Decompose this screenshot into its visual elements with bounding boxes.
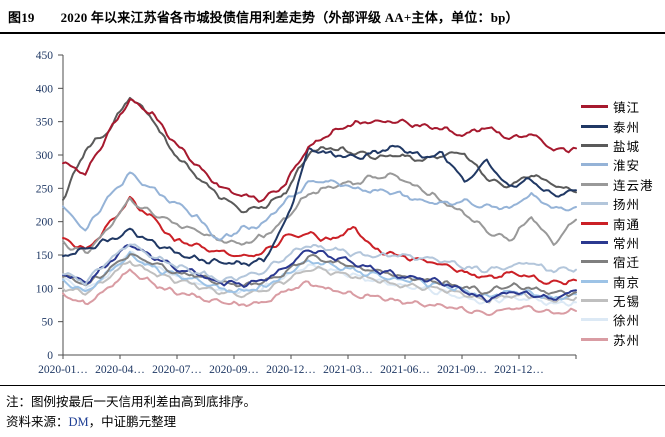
- legend-label-taizhou: 泰州: [613, 120, 641, 135]
- legend-swatch-nantong: [581, 221, 608, 225]
- legend-item-suzhou: 苏州: [581, 330, 665, 349]
- legend-label-suzhou: 苏州: [613, 333, 641, 348]
- legend-item-huaian: 淮安: [581, 155, 665, 174]
- legend-label-xuzhou: 徐州: [613, 314, 641, 329]
- x-tick-label: 2020-09…: [209, 364, 259, 376]
- figure-title-bar: 图19 2020 年以来江苏省各市城投债信用利差走势（外部评级 AA+主体，单位…: [8, 7, 657, 26]
- source-dm: DM: [68, 415, 89, 429]
- legend-swatch-xuzhou: [581, 318, 608, 322]
- legend-swatch-lianyungang: [581, 182, 608, 186]
- y-tick-label: 400: [36, 83, 54, 95]
- legend-label-lianyungang: 连云港: [613, 178, 654, 193]
- legend-item-yancheng: 盐城: [581, 136, 665, 155]
- legend-item-suqian: 宿迁: [581, 252, 665, 271]
- series-line-changzhou: [62, 244, 577, 303]
- legend-label-yangzhou: 扬州: [613, 198, 641, 213]
- line-chart: 0 50 100 150 200 250 300 350 400 450 2020-01… 2020-…: [36, 50, 577, 376]
- figure-number: 图19: [8, 10, 35, 25]
- legend-item-zhenjiang: 镇江: [581, 97, 665, 116]
- notes-divider: [0, 385, 665, 386]
- legend-label-wuxi: 无锡: [613, 295, 641, 310]
- x-tick-label: 2020-12…: [266, 364, 316, 376]
- series-line-suqian: [62, 253, 577, 298]
- legend-label-huaian: 淮安: [613, 159, 641, 174]
- series-line-nanjing: [62, 251, 577, 301]
- title-divider: [0, 32, 665, 34]
- source-label: 资料来源：: [6, 415, 69, 429]
- legend-swatch-nanjing: [581, 279, 608, 283]
- legend-item-lianyungang: 连云港: [581, 175, 665, 194]
- source-line: 资料来源：DM，中证鹏元整理: [6, 411, 176, 430]
- y-tick-label: 300: [36, 150, 54, 162]
- note-line: 注：图例按最后一天信用利差由高到底排序。: [6, 395, 257, 409]
- chart-legend: 镇江泰州盐城淮安连云港扬州南通常州宿迁南京无锡徐州苏州: [581, 97, 665, 349]
- legend-item-changzhou: 常州: [581, 233, 665, 252]
- legend-item-nantong: 南通: [581, 213, 665, 232]
- x-tick-label: 2020-07…: [152, 364, 202, 376]
- legend-label-nantong: 南通: [613, 217, 641, 232]
- legend-swatch-suzhou: [581, 337, 608, 341]
- y-tick-label: 200: [36, 217, 54, 229]
- series-line-zhenjiang: [62, 98, 577, 203]
- legend-item-xuzhou: 徐州: [581, 310, 665, 329]
- series-line-suzhou: [62, 268, 577, 317]
- legend-item-nanjing: 南京: [581, 272, 665, 291]
- legend-swatch-wuxi: [581, 299, 608, 303]
- legend-item-wuxi: 无锡: [581, 291, 665, 310]
- series-line-lianyungang: [62, 172, 577, 254]
- legend-swatch-zhenjiang: [581, 105, 608, 109]
- series-line-yangzhou: [62, 243, 577, 286]
- legend-label-nanjing: 南京: [613, 275, 641, 290]
- legend-item-yangzhou: 扬州: [581, 194, 665, 213]
- x-tick-label: 2021-12…: [494, 364, 544, 376]
- series-line-taizhou: [62, 144, 577, 267]
- source-rest: ，中证鹏元整理: [88, 415, 177, 429]
- page-title: 2020 年以来江苏省各市城投债信用利差走势（外部评级 AA+主体，单位：bp）: [60, 10, 519, 25]
- legend-swatch-yangzhou: [581, 202, 608, 206]
- x-tick-label: 2020-04…: [95, 364, 145, 376]
- x-tick-label: 2020-01…: [38, 364, 88, 376]
- legend-item-taizhou: 泰州: [581, 116, 665, 135]
- legend-swatch-suqian: [581, 260, 608, 264]
- y-tick-label: 50: [42, 317, 54, 329]
- legend-swatch-taizhou: [581, 124, 608, 128]
- y-tick-label: 100: [36, 283, 54, 295]
- series-line-nantong: [62, 195, 577, 286]
- y-tick-label: 250: [36, 183, 54, 195]
- legend-label-yancheng: 盐城: [613, 139, 641, 154]
- legend-label-zhenjiang: 镇江: [613, 101, 641, 116]
- legend-swatch-huaian: [581, 163, 608, 167]
- legend-swatch-changzhou: [581, 240, 608, 244]
- y-tick-label: 350: [36, 117, 54, 129]
- legend-label-suqian: 宿迁: [613, 256, 641, 271]
- x-tick-label: 2021-03…: [323, 364, 373, 376]
- y-tick-label: 150: [36, 250, 54, 262]
- legend-swatch-yancheng: [581, 143, 608, 147]
- x-tick-label: 2021-09…: [437, 364, 487, 376]
- x-tick-label: 2021-06…: [380, 364, 430, 376]
- series-line-yancheng: [62, 96, 577, 214]
- chart-area: 0 50 100 150 200 250 300 350 400 450 2020-01… 2020-…: [0, 45, 578, 380]
- y-tick-label: 0: [47, 350, 53, 362]
- y-tick-label: 450: [36, 50, 54, 62]
- legend-label-changzhou: 常州: [613, 236, 641, 251]
- series-line-huaian: [62, 171, 577, 241]
